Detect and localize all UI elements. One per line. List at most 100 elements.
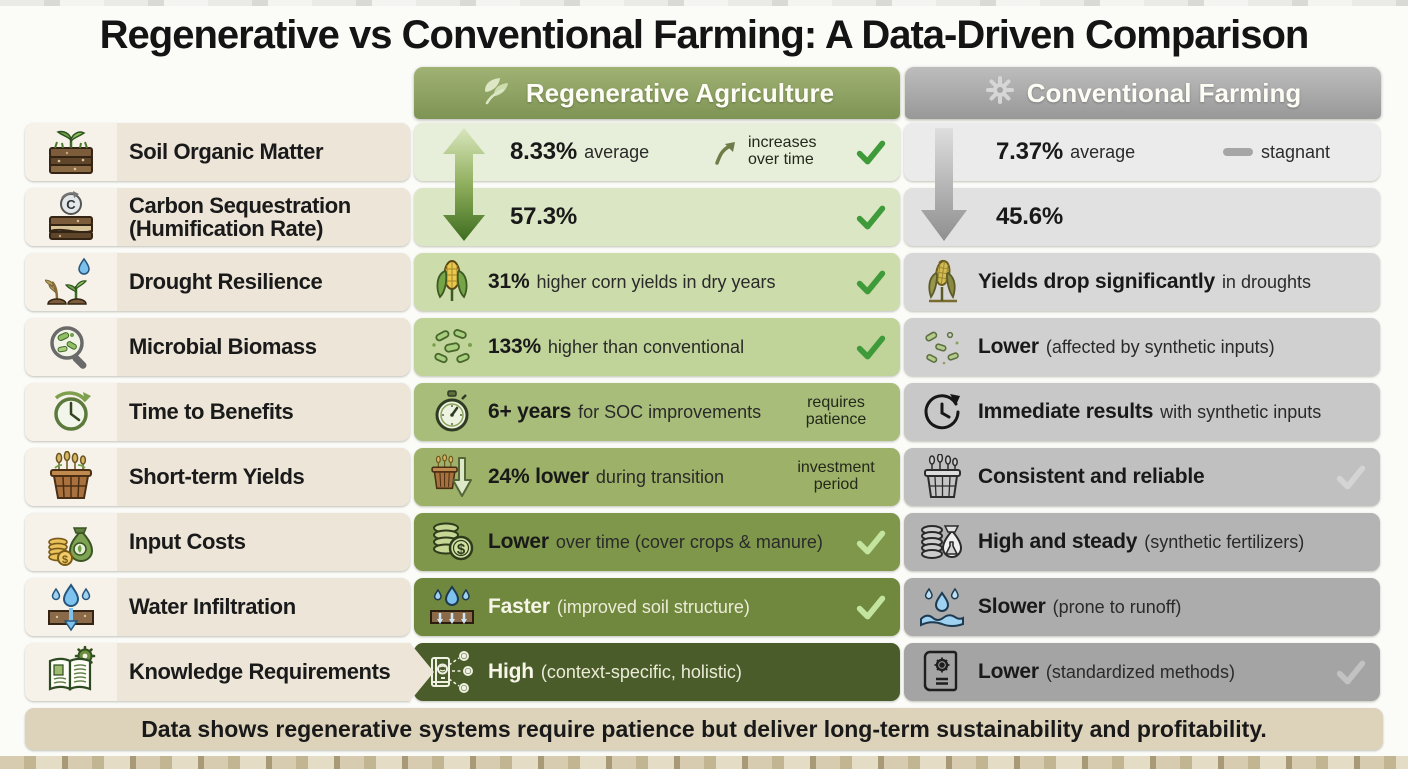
header-conventional-label: Conventional Farming xyxy=(1026,77,1302,108)
book-gear-outline-icon xyxy=(918,649,966,695)
row-label: Time to Benefits xyxy=(129,399,294,425)
header-regenerative: Regenerative Agriculture xyxy=(414,67,900,119)
check-icon xyxy=(856,270,886,294)
conv-cell: Immediate results with synthetic inputs xyxy=(904,383,1380,441)
gray-basket-icon xyxy=(918,454,966,500)
droplets-soil-icon xyxy=(428,585,476,629)
table-row: Microbial Biomass 133% higher than conve… xyxy=(25,318,1383,376)
droplets-runoff-icon xyxy=(918,585,966,629)
conv-cell: High and steady (synthetic fertilizers) xyxy=(904,513,1380,571)
regen-cell: Faster (improved soil structure) xyxy=(414,578,900,636)
regen-value-rest: (improved soil structure) xyxy=(556,596,750,617)
row-label: Input Costs xyxy=(129,529,246,555)
regen-value: 24% lower xyxy=(488,465,589,488)
table-row: Soil Organic Matter 8.33% average increa… xyxy=(25,123,1383,181)
footer-summary: Data shows regenerative systems require … xyxy=(25,708,1383,750)
regen-cell: 133% higher than conventional xyxy=(414,318,900,376)
svg-text:C: C xyxy=(66,197,76,212)
row-label: Water Infiltration xyxy=(129,594,296,620)
coins-moneybag-icon: $ xyxy=(25,513,117,571)
clock-cycle-icon xyxy=(25,383,117,441)
regen-value: 31% xyxy=(488,270,530,293)
regen-cell: 6+ years for SOC improvements requires p… xyxy=(414,383,900,441)
row-label-cell: $ Input Costs xyxy=(25,513,410,571)
row-label-cell: Soil Organic Matter xyxy=(25,123,410,181)
conv-cell: Lower (affected by synthetic inputs) xyxy=(904,318,1380,376)
regen-value: Faster xyxy=(488,595,550,618)
row-label: Soil Organic Matter xyxy=(129,139,324,165)
regen-note: investment period xyxy=(797,459,875,493)
regen-value: 8.33% xyxy=(510,138,578,165)
regen-note-group: increases over time xyxy=(713,134,842,169)
harvest-basket-icon xyxy=(25,448,117,506)
microbes-icon xyxy=(428,325,476,369)
stopwatch-icon xyxy=(428,389,476,435)
conv-value: Lower xyxy=(978,660,1039,683)
gear-icon xyxy=(985,75,1015,112)
top-border-pattern xyxy=(0,0,1408,6)
coins-sack-icon xyxy=(918,520,966,564)
conv-value-rest: average xyxy=(1070,141,1136,162)
conv-value-rest: (synthetic fertilizers) xyxy=(1144,531,1305,552)
conv-note-group: stagnant xyxy=(1222,141,1330,162)
check-icon xyxy=(856,335,886,359)
row-label-cell: Time to Benefits xyxy=(25,383,410,441)
conv-value-rest: with synthetic inputs xyxy=(1160,401,1322,422)
big-double-arrow-icon xyxy=(443,128,485,241)
conv-value: Slower xyxy=(978,595,1046,618)
regen-value-rest: (context-specific, holistic) xyxy=(540,661,742,682)
comparison-table: Soil Organic Matter 8.33% average increa… xyxy=(25,123,1383,701)
header-regenerative-label: Regenerative Agriculture xyxy=(525,77,835,108)
conv-value: Immediate results xyxy=(978,400,1154,423)
table-row: Water Infiltration Faster (improved soil… xyxy=(25,578,1383,636)
check-icon xyxy=(1336,465,1366,489)
row-label: Knowledge Requirements xyxy=(129,659,391,685)
regen-value-rest: over time (cover crops & manure) xyxy=(555,531,823,552)
table-row: Drought Resilience 31% higher corn yield… xyxy=(25,253,1383,311)
book-network-icon xyxy=(428,649,476,695)
conv-note: stagnant xyxy=(1260,141,1330,162)
svg-text:$: $ xyxy=(457,541,466,558)
regen-cell: 31% higher corn yields in dry years xyxy=(414,253,900,311)
page-title: Regenerative vs Conventional Farming: A … xyxy=(99,13,1310,57)
regen-cell: 24% lower during transition investment p… xyxy=(414,448,900,506)
regen-cell: High (context-specific, holistic) xyxy=(414,643,900,701)
conv-value: 45.6% xyxy=(996,203,1064,230)
regen-value: 133% xyxy=(488,335,541,358)
leaf-icon xyxy=(480,75,514,112)
soil-layers-plant-icon xyxy=(25,123,117,181)
row-label: Drought Resilience xyxy=(129,269,323,295)
regen-value: 6+ years xyxy=(488,400,572,423)
regen-value-rest: higher than conventional xyxy=(547,336,745,357)
row-label-cell: Microbial Biomass xyxy=(25,318,410,376)
coins-dollar-icon: $ xyxy=(428,520,476,564)
curved-up-arrow-icon xyxy=(715,142,735,165)
basket-down-arrow-icon xyxy=(428,454,476,500)
bottom-border-pattern xyxy=(0,756,1408,769)
row-label-cell: C Carbon Sequestration (Humification Rat… xyxy=(25,188,410,246)
clock-arrow-icon xyxy=(918,390,966,434)
regen-note: requires patience xyxy=(805,394,867,428)
regen-value: Lower xyxy=(488,530,549,553)
check-icon xyxy=(856,205,886,229)
conv-value: 7.37% xyxy=(996,138,1064,165)
conv-value-rest: (standardized methods) xyxy=(1045,661,1235,682)
table-row: Time to Benefits 6+ years for SOC improv… xyxy=(25,383,1383,441)
table-row: Short-term Yields 24% lower during trans… xyxy=(25,448,1383,506)
corn-icon xyxy=(428,259,476,305)
column-headers: Regenerative Agriculture Conventional Fa… xyxy=(414,67,1381,119)
row-label-cell: Knowledge Requirements xyxy=(25,643,434,701)
row-label-cell: Short-term Yields xyxy=(25,448,410,506)
dash-icon xyxy=(1222,147,1253,156)
footer-text: Data shows regenerative systems require … xyxy=(141,715,1267,742)
table-row: C Carbon Sequestration (Humification Rat… xyxy=(25,188,1383,246)
conv-value-rest: (affected by synthetic inputs) xyxy=(1045,336,1275,357)
conv-value: Consistent and reliable xyxy=(978,465,1205,488)
table-row: $ Input Costs $ Lower over time (cover c… xyxy=(25,513,1383,571)
conv-cell: Lower (standardized methods) xyxy=(904,643,1380,701)
conv-cell: Consistent and reliable xyxy=(904,448,1380,506)
regen-cell: $ Lower over time (cover crops & manure) xyxy=(414,513,900,571)
regen-cell: 57.3% xyxy=(414,188,900,246)
regen-value: High xyxy=(488,660,534,683)
row-label: Carbon Sequestration (Humification Rate) xyxy=(129,192,351,241)
